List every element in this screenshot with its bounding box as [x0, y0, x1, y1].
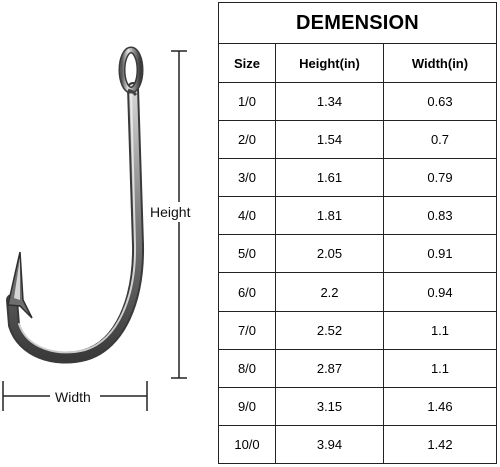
width-cell: 0.7 — [383, 120, 497, 160]
width-cell: 0.83 — [383, 196, 497, 236]
size-cell: 4/0 — [218, 196, 276, 236]
table-row: 6/0 2.2 0.94 — [218, 272, 497, 312]
table-row: 2/0 1.54 0.7 — [218, 120, 497, 160]
height-cell: 2.2 — [275, 272, 384, 312]
column-header-height: Height(in) — [275, 42, 384, 84]
width-cell: 0.94 — [383, 272, 497, 312]
size-cell: 1/0 — [218, 82, 276, 122]
height-label: Height — [149, 204, 192, 220]
hook-shape — [6, 46, 145, 364]
width-cell: 1.46 — [383, 386, 497, 426]
width-cell: 0.79 — [383, 158, 497, 198]
width-cell: 1.1 — [383, 310, 497, 350]
table-row: 5/0 2.05 0.91 — [218, 234, 497, 274]
table-row: 8/0 2.87 1.1 — [218, 348, 497, 388]
width-cell: 0.91 — [383, 234, 497, 274]
table-row: 10/0 3.94 1.42 — [218, 424, 497, 465]
dimension-table: DEMENSION Size Height(in) Width(in) 1/0 … — [218, 2, 497, 465]
table-row: 4/0 1.81 0.83 — [218, 196, 497, 236]
height-cell: 2.05 — [275, 234, 384, 274]
width-cell: 1.42 — [383, 424, 497, 465]
height-cell: 1.61 — [275, 158, 384, 198]
size-cell: 8/0 — [218, 348, 276, 388]
table-title: DEMENSION — [218, 2, 497, 44]
height-cell: 3.94 — [275, 424, 384, 465]
size-cell: 5/0 — [218, 234, 276, 274]
table-header-row: Size Height(in) Width(in) — [218, 42, 497, 84]
width-label: Width — [53, 389, 93, 405]
column-header-width: Width(in) — [383, 42, 497, 84]
column-header-size: Size — [218, 42, 276, 84]
height-cell: 3.15 — [275, 386, 384, 426]
size-cell: 7/0 — [218, 310, 276, 350]
height-cell: 1.81 — [275, 196, 384, 236]
size-cell: 6/0 — [218, 272, 276, 312]
table-row: 1/0 1.34 0.63 — [218, 82, 497, 122]
height-cell: 1.34 — [275, 82, 384, 122]
size-cell: 10/0 — [218, 424, 276, 465]
width-dimension-line — [2, 381, 148, 411]
height-cell: 2.87 — [275, 348, 384, 388]
fishing-hook-illustration — [2, 46, 187, 411]
height-cell: 2.52 — [275, 310, 384, 350]
table-row: 3/0 1.61 0.79 — [218, 158, 497, 198]
size-cell: 9/0 — [218, 386, 276, 426]
width-cell: 0.63 — [383, 82, 497, 122]
width-cell: 1.1 — [383, 348, 497, 388]
size-cell: 3/0 — [218, 158, 276, 198]
size-cell: 2/0 — [218, 120, 276, 160]
height-dimension-line — [171, 50, 187, 379]
table-row: 7/0 2.52 1.1 — [218, 310, 497, 350]
table-row: 9/0 3.15 1.46 — [218, 386, 497, 426]
hook-diagram: Height Width — [0, 0, 218, 467]
height-cell: 1.54 — [275, 120, 384, 160]
